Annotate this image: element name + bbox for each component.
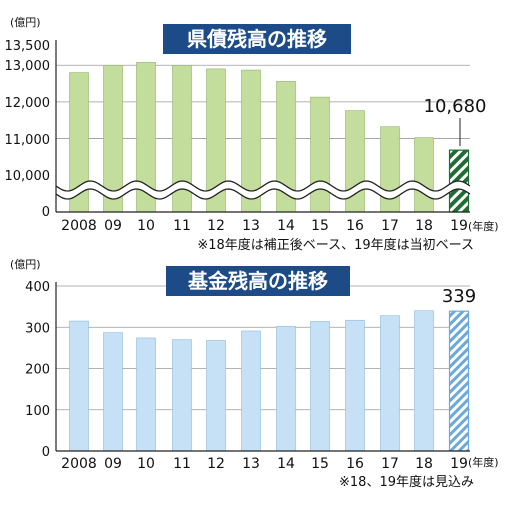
debt-xtick-label: 13 — [242, 218, 260, 234]
fund-bars — [69, 310, 470, 452]
fund-bar — [172, 339, 192, 452]
debt-ytick-13000: 13,000 — [5, 59, 51, 74]
debt-xtick-label: 2008 — [61, 218, 97, 234]
fund-y-unit: (億円) — [10, 258, 41, 271]
fund-xtick-label: 19 — [450, 456, 468, 472]
debt-xtick-label: 09 — [104, 218, 122, 234]
fund-x-unit: (年度) — [468, 455, 499, 469]
fund-bar — [206, 340, 226, 452]
fund-y-ticks: 0 100 200 300 400 — [25, 280, 50, 460]
fund-bar — [345, 319, 365, 452]
fund-bar — [276, 326, 296, 452]
fund-bar — [380, 315, 400, 452]
debt-axis-break — [55, 180, 471, 200]
fund-xtick-label: 12 — [207, 456, 225, 472]
fund-xtick-label: 15 — [311, 456, 329, 472]
fund-chart-title: 基金残高の推移 — [188, 269, 328, 293]
fund-chart: (億円) 0 100 200 300 400 2008 09 10 11 12 13 14 15 16 1… — [10, 258, 499, 490]
fund-ytick-label: 0 — [42, 445, 50, 460]
debt-callout-value: 10,680 — [424, 96, 487, 117]
debt-xtick-label: 10 — [137, 218, 155, 234]
fund-bar — [136, 337, 156, 452]
fund-bar — [69, 320, 89, 452]
fund-callout-value: 339 — [442, 286, 476, 307]
fund-bar — [310, 321, 330, 452]
fund-footnote: ※18、19年度は見込み — [339, 474, 474, 490]
debt-ytick-0: 0 — [42, 205, 50, 220]
debt-ytick-11000: 11,000 — [5, 133, 51, 148]
debt-xtick-label: 16 — [346, 218, 364, 234]
debt-ytick-10000: 10,000 — [5, 169, 51, 184]
fund-ytick-label: 100 — [25, 404, 50, 419]
fund-xtick-label: 11 — [173, 456, 191, 472]
debt-x-ticks: 2008 09 10 11 12 13 14 15 16 17 18 19 — [61, 218, 468, 234]
fund-ytick-label: 300 — [25, 321, 50, 336]
debt-xtick-label: 14 — [277, 218, 295, 234]
fund-xtick-label: 10 — [137, 456, 155, 472]
debt-bar — [310, 96, 330, 213]
debt-chart-title: 県債残高の推移 — [187, 27, 327, 51]
debt-xtick-label: 11 — [173, 218, 191, 234]
debt-ytick-12000: 12,000 — [5, 96, 51, 111]
debt-xtick-label: 19 — [450, 218, 468, 234]
debt-bars — [69, 62, 470, 213]
fund-xtick-label: 09 — [104, 456, 122, 472]
fund-ytick-label: 400 — [25, 280, 50, 295]
fund-x-ticks: 2008 09 10 11 12 13 14 15 16 17 18 19 — [61, 456, 468, 472]
fund-xtick-label: 16 — [346, 456, 364, 472]
debt-y-ticks: 13,500 13,000 12,000 11,000 10,000 0 — [5, 39, 51, 220]
debt-xtick-label: 17 — [381, 218, 399, 234]
debt-xtick-label: 12 — [207, 218, 225, 234]
fund-bar — [448, 310, 470, 452]
debt-xtick-label: 18 — [415, 218, 433, 234]
fund-bar — [241, 330, 261, 452]
debt-chart: (億円) 13,500 13,000 12,000 11,000 10,000 … — [5, 16, 499, 253]
fund-bar — [103, 332, 123, 452]
debt-ytick-13500: 13,500 — [5, 39, 51, 54]
debt-x-unit: (年度) — [468, 219, 499, 233]
fund-xtick-label: 14 — [277, 456, 295, 472]
fund-xtick-label: 13 — [242, 456, 260, 472]
fund-ytick-label: 200 — [25, 363, 50, 378]
fund-bar — [414, 310, 434, 452]
debt-title-box — [163, 24, 351, 54]
debt-footnote: ※18年度は補正後ベース、19年度は当初ベース — [197, 237, 474, 253]
debt-xtick-label: 15 — [311, 218, 329, 234]
fund-title-box — [166, 266, 350, 296]
debt-y-unit: (億円) — [10, 16, 41, 29]
fund-xtick-label: 2008 — [61, 456, 97, 472]
debt-bar — [414, 137, 434, 213]
fund-xtick-label: 18 — [415, 456, 433, 472]
debt-gridlines — [56, 64, 470, 139]
fund-xtick-label: 17 — [381, 456, 399, 472]
